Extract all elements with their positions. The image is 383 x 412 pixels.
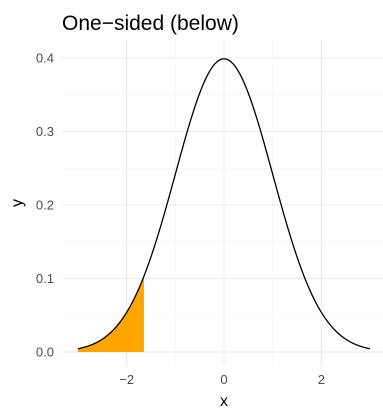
y-tick-label: 0.4 — [36, 51, 54, 66]
x-tick-label: 2 — [318, 372, 325, 387]
chart-title: One−sided (below) — [62, 12, 239, 35]
shaded-tail-area — [78, 276, 144, 352]
y-tick-label: 0.3 — [36, 124, 54, 139]
density-curve-path — [77, 58, 371, 350]
x-axis-label: x — [220, 393, 228, 410]
density-curve — [77, 58, 371, 350]
y-tick-label: 0.2 — [36, 198, 54, 213]
y-axis-label: y — [9, 199, 26, 207]
x-tick-label: −2 — [119, 372, 134, 387]
y-tick-label: 0.0 — [36, 345, 54, 360]
shaded-area-path — [78, 276, 144, 352]
y-tick-label: 0.1 — [36, 271, 54, 286]
grid — [62, 40, 383, 365]
x-tick-label: 0 — [220, 372, 227, 387]
y-axis-ticks: 0.0 0.1 0.2 0.3 0.4 — [36, 51, 54, 360]
x-axis-ticks: −2 0 2 — [119, 372, 325, 387]
